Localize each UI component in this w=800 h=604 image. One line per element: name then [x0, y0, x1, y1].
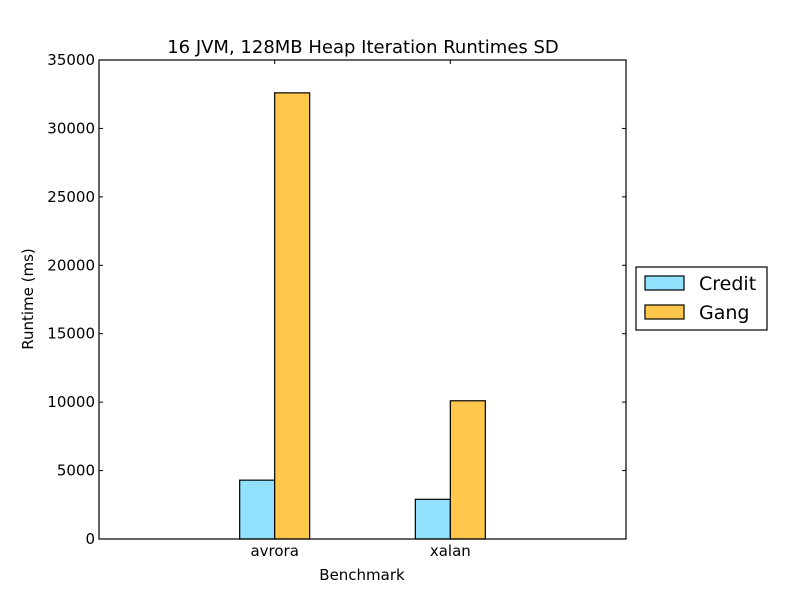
- y-tick-label: 25000: [47, 188, 95, 206]
- y-tick-label: 5000: [57, 462, 95, 480]
- y-tick-label: 30000: [47, 119, 95, 137]
- plot-frame: [98, 59, 627, 540]
- bar-gang-xalan: [449, 400, 486, 540]
- y-tick-label: 0: [85, 530, 95, 548]
- y-tick-label: 20000: [47, 256, 95, 274]
- ticks-layer: avrora xalan 0 5000 10000 15000 20000 25000 3000…: [47, 51, 626, 560]
- chart-title: 16 JVM, 128MB Heap Iteration Runtimes SD: [167, 37, 559, 58]
- y-tick-label: 15000: [47, 325, 95, 343]
- x-axis-title: Benchmark: [319, 566, 405, 584]
- bars-layer: [239, 92, 486, 540]
- legend-swatch-credit: [644, 275, 685, 291]
- legend-label-credit: Credit: [699, 273, 756, 295]
- bar-credit-xalan: [414, 498, 451, 540]
- y-axis-title: Runtime (ms): [19, 248, 37, 350]
- y-tick-label: 10000: [47, 393, 95, 411]
- y-tick-label: 35000: [47, 51, 95, 69]
- x-tick-label: xalan: [430, 542, 471, 560]
- legend-swatch-gang: [644, 304, 685, 320]
- bar-gang-avrora: [274, 92, 311, 540]
- bar-credit-avrora: [239, 479, 276, 540]
- legend: Credit Gang: [635, 266, 768, 331]
- legend-items: Credit Gang: [644, 273, 756, 324]
- x-tick-label: avrora: [250, 542, 298, 560]
- legend-label-gang: Gang: [699, 302, 749, 324]
